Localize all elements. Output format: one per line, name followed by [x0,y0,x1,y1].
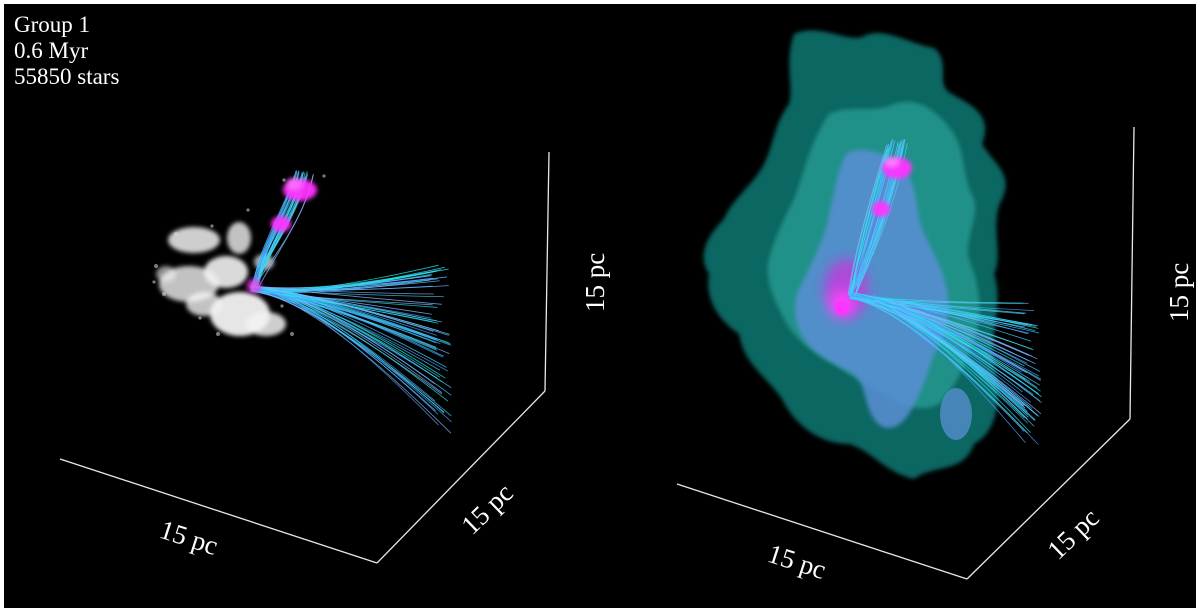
right-core-sphere [835,301,849,315]
age-label: 0.6 Myr [14,38,89,63]
left-star-cluster-lower [271,216,291,232]
field-line [254,287,439,332]
field-line [853,293,1026,444]
right-gas-patch [940,388,972,440]
field-line [851,140,896,297]
field-line [254,286,444,357]
right-axes [676,126,1135,580]
left-gas-clumps [156,222,286,336]
left-core-glow [246,278,262,294]
right-x-axis-line [676,483,968,580]
field-line [850,298,1025,432]
field-line [853,293,1039,395]
right-gas-inner [794,149,949,429]
field-line [851,139,893,296]
right-z-axis-line [1129,126,1135,420]
field-line [853,298,1029,416]
field-line [252,268,449,290]
right-field-lines [847,138,1042,445]
left-gas-speckles [152,174,326,336]
left-field-lines [249,169,452,434]
right-star-cluster-upper [882,157,912,179]
field-line [849,292,1025,372]
left-axes [59,151,550,564]
star-count-label: 55850 stars [14,64,120,89]
right-star-cluster-lower [872,201,890,217]
left-x-axis-line [59,458,378,564]
field-line [852,297,1032,326]
left-y-axis-line [376,390,546,564]
scene-canvas: 15 pc 15 pc 15 pc [59,30,1194,585]
right-panel: 15 pc 15 pc 15 pc [676,30,1194,585]
field-line [847,144,888,295]
info-block: Group 1 0.6 Myr 55850 stars [14,12,119,90]
left-panel: 15 pc 15 pc 15 pc [59,151,610,564]
field-line [254,291,452,434]
field-line [255,288,443,383]
left-z-axis-label: 15 pc [580,253,610,312]
visualization-frame: Group 1 0.6 Myr 55850 stars 15 p [4,4,1196,608]
left-y-axis-label: 15 pc [455,478,518,541]
right-z-axis-label: 15 pc [1164,263,1194,322]
field-line [852,148,889,299]
group-label: Group 1 [14,12,91,37]
right-x-axis-label: 15 pc [764,538,830,585]
left-x-axis-label: 15 pc [156,514,222,561]
field-line [848,140,893,295]
right-y-axis-line [966,418,1131,580]
left-star-cluster-upper [283,178,317,201]
field-line [254,287,439,426]
right-y-axis-label: 15 pc [1041,503,1104,566]
left-z-axis-line [544,151,550,392]
